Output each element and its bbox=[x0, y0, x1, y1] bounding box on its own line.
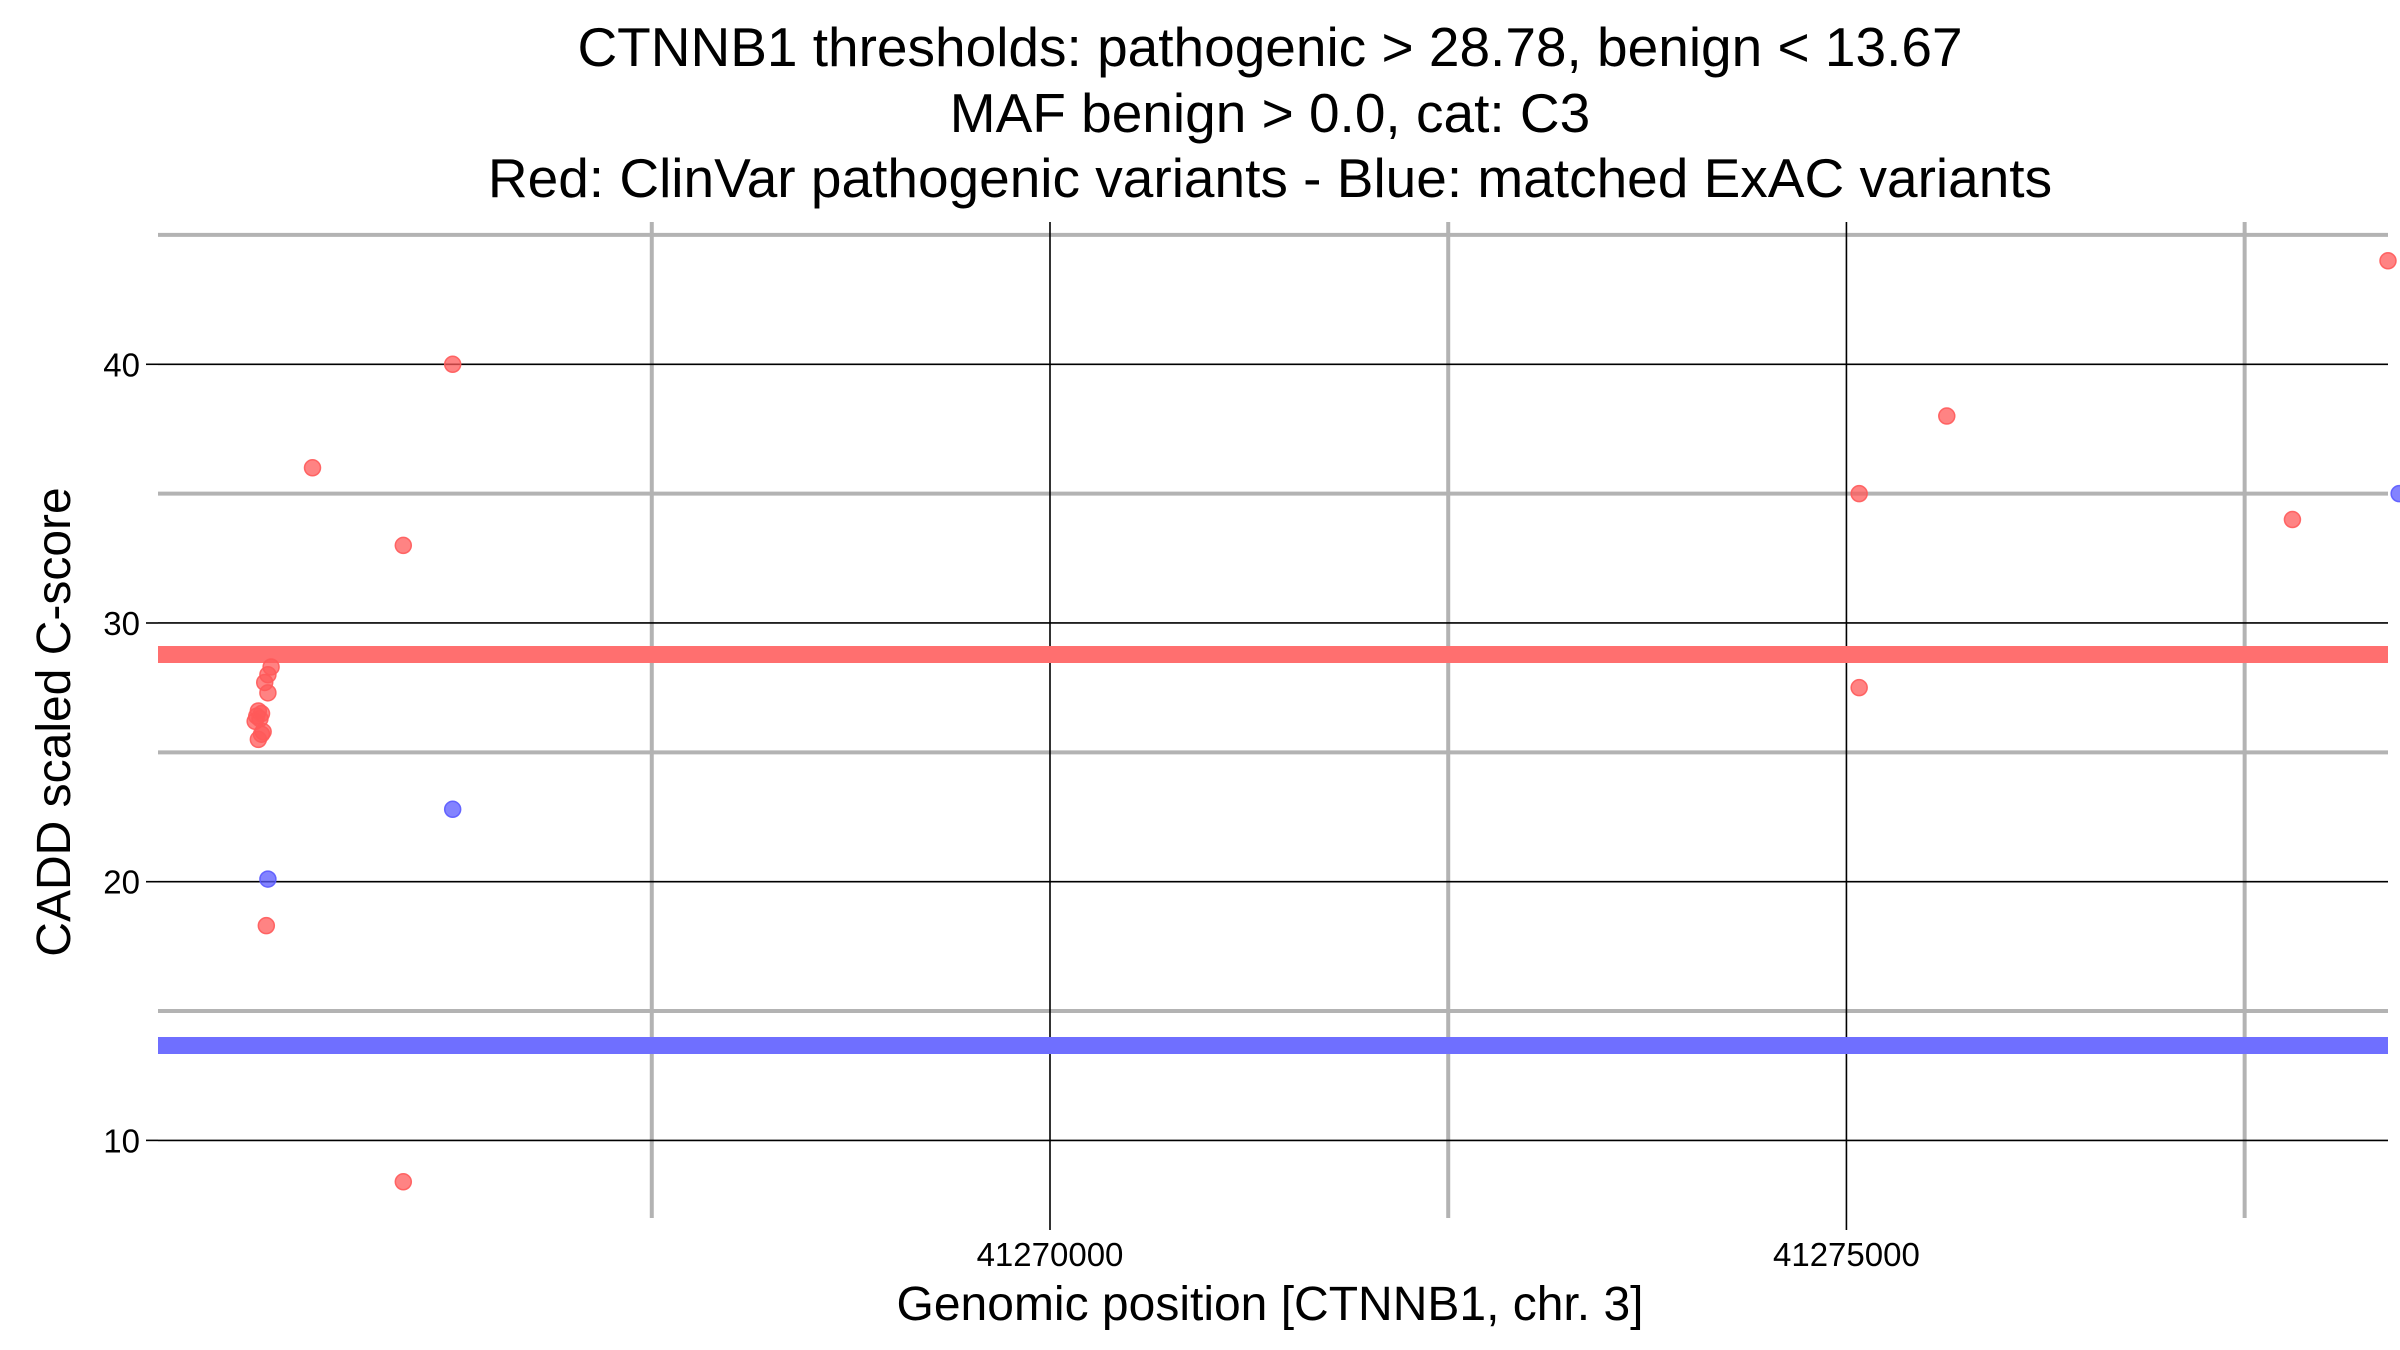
x-axis-ticks: 41270000 41275000 bbox=[977, 1218, 1920, 1273]
y-tick-label-3: 40 bbox=[103, 346, 140, 383]
chart-title-line-1: CTNNB1 thresholds: pathogenic > 28.78, b… bbox=[577, 16, 1962, 78]
data-point-s1-1 bbox=[443, 800, 462, 819]
data-point-s0-17 bbox=[1850, 484, 1868, 503]
data-point-s1-0 bbox=[259, 870, 277, 888]
chart-title-line-2: MAF benign > 0.0, cat: C3 bbox=[950, 82, 1590, 144]
data-point-s0-18 bbox=[1850, 678, 1868, 697]
x-tick-label-0: 41270000 bbox=[977, 1236, 1124, 1273]
y-tick-label-2: 30 bbox=[103, 605, 140, 642]
data-point-s0-7 bbox=[252, 725, 271, 743]
data-point-s1-2 bbox=[2390, 484, 2400, 503]
data-point-s0-4 bbox=[252, 704, 271, 723]
data-point-s0-13 bbox=[303, 459, 322, 477]
data-point-s0-14 bbox=[394, 536, 413, 555]
data-points bbox=[246, 252, 2400, 1191]
x-axis-title: Genomic position [CTNNB1, chr. 3] bbox=[897, 1278, 1644, 1331]
data-point-s0-10 bbox=[262, 658, 280, 676]
data-point-s0-19 bbox=[1938, 407, 1956, 425]
chart-title-line-3: Red: ClinVar pathogenic variants - Blue:… bbox=[488, 147, 2052, 209]
data-point-s0-20 bbox=[2283, 510, 2302, 529]
data-point-s0-12 bbox=[257, 916, 276, 935]
data-point-s0-21 bbox=[2379, 252, 2397, 270]
data-point-s0-15 bbox=[394, 1173, 413, 1191]
data-point-s0-16 bbox=[443, 355, 462, 374]
y-tick-label-0: 10 bbox=[103, 1122, 140, 1159]
x-tick-label-1: 41275000 bbox=[1773, 1236, 1920, 1273]
threshold-lines bbox=[158, 646, 2388, 1054]
data-point-s0-11 bbox=[259, 684, 277, 702]
y-tick-label-1: 20 bbox=[103, 864, 140, 901]
y-axis-title: CADD scaled C-score bbox=[28, 487, 81, 956]
major-gridlines bbox=[158, 222, 2388, 1218]
y-axis-ticks: 10 20 30 40 bbox=[103, 346, 158, 1159]
